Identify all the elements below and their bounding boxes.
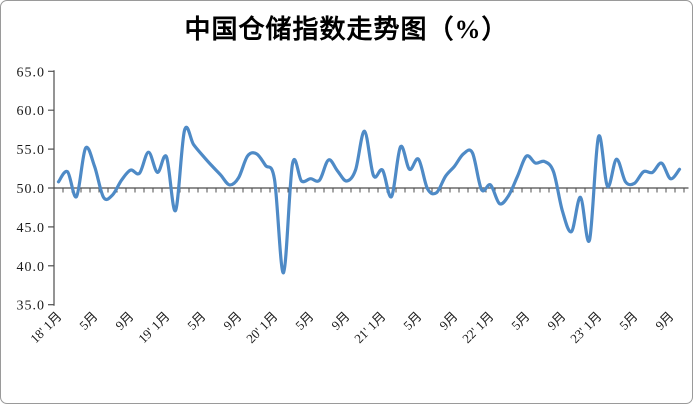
x-tick-label: 5月 [616, 309, 640, 333]
x-tick-label: 5月 [184, 309, 208, 333]
x-tick-label: 9月 [544, 309, 568, 333]
x-tick-label: 18' 1月 [27, 309, 65, 347]
x-tick-label: 20' 1月 [243, 309, 281, 347]
y-tick-label: 40.0 [17, 260, 46, 275]
y-tick-label: 65.0 [17, 65, 46, 80]
index-series-line [56, 125, 682, 275]
x-tick-label: 5月 [292, 309, 316, 333]
x-tick-label: 23' 1月 [567, 309, 605, 347]
y-tick-label: 35.0 [17, 299, 46, 314]
x-tick-label: 19' 1月 [135, 309, 173, 347]
y-tick-label: 60.0 [17, 104, 46, 119]
x-tick-label: 5月 [400, 309, 424, 333]
chart-title: 中国仓储指数走势图（%） [184, 15, 509, 44]
x-tick-label: 5月 [508, 309, 532, 333]
y-tick-label: 55.0 [17, 143, 46, 158]
x-tick-label: 22' 1月 [459, 309, 497, 347]
x-tick-label: 9月 [328, 309, 352, 333]
y-tick-label: 50.0 [17, 182, 46, 197]
x-tick-label: 9月 [436, 309, 460, 333]
x-tick-label: 21' 1月 [351, 309, 389, 347]
x-tick-label: 9月 [220, 309, 244, 333]
x-ticks [53, 188, 685, 193]
y-tick-label: 45.0 [17, 221, 46, 236]
x-tick-label: 5月 [76, 309, 100, 333]
y-ticks [48, 70, 54, 306]
y-tick-labels: 65.0 60.0 55.0 50.0 45.0 40.0 35.0 [17, 65, 46, 314]
x-tick-label: 9月 [112, 309, 136, 333]
x-tick-label: 9月 [652, 309, 676, 333]
